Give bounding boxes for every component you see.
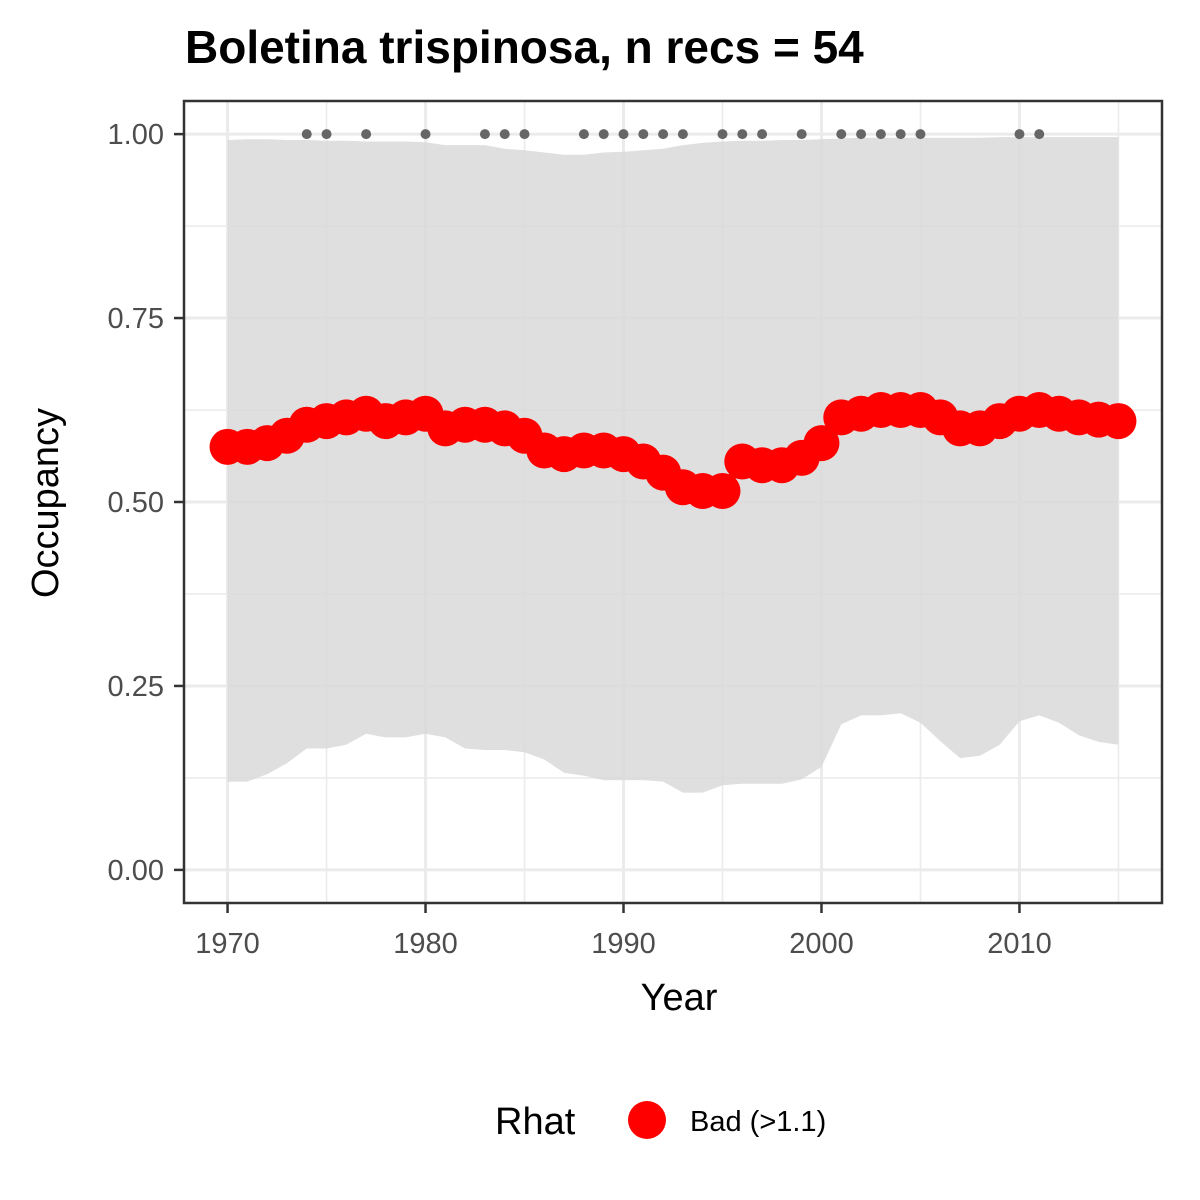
occupancy-point [1100,403,1137,440]
record-point [915,129,926,140]
record-point [836,129,847,140]
record-points [301,129,1045,140]
occupancy-point [803,425,840,462]
record-point [1014,129,1025,140]
record-point [737,129,748,140]
legend-title: Rhat [495,1101,576,1143]
occupancy-point [704,472,741,509]
chart-title: Boletina trispinosa, n recs = 54 [185,21,864,73]
record-point [361,129,372,140]
y-axis: 0.00 0.25 0.50 0.75 1.00 [108,119,184,887]
x-tick-label: 1990 [591,928,656,960]
legend: Rhat Bad (>1.1) [495,1101,826,1143]
y-axis-title: Occupancy [25,408,67,598]
record-point [895,129,906,140]
y-tick-label: 0.00 [108,855,164,887]
y-tick-label: 0.25 [108,671,164,703]
record-point [499,129,510,140]
x-tick-label: 2010 [987,928,1052,960]
record-point [1034,129,1045,140]
record-point [658,129,669,140]
legend-key-bad [628,1101,666,1139]
record-point [796,129,807,140]
record-point [717,129,728,140]
x-tick-label: 1980 [393,928,458,960]
record-point [638,129,649,140]
y-tick-label: 1.00 [108,119,164,151]
record-point [677,129,688,140]
record-point [420,129,431,140]
y-tick-label: 0.75 [108,303,164,335]
legend-label-bad: Bad (>1.1) [690,1106,826,1138]
occupancy-series [209,392,1137,509]
x-tick-label: 1970 [195,928,260,960]
record-point [757,129,768,140]
record-point [321,129,332,140]
x-axis-title: Year [641,977,718,1019]
x-tick-label: 2000 [789,928,854,960]
record-point [618,129,629,140]
x-axis: 1970 1980 1990 2000 2010 [195,903,1052,960]
plot-panel [182,99,1164,905]
record-point [301,129,312,140]
record-point [598,129,609,140]
record-point [875,129,886,140]
record-point [479,129,490,140]
y-tick-label: 0.50 [108,487,164,519]
record-point [856,129,867,140]
record-point [578,129,589,140]
record-point [519,129,530,140]
